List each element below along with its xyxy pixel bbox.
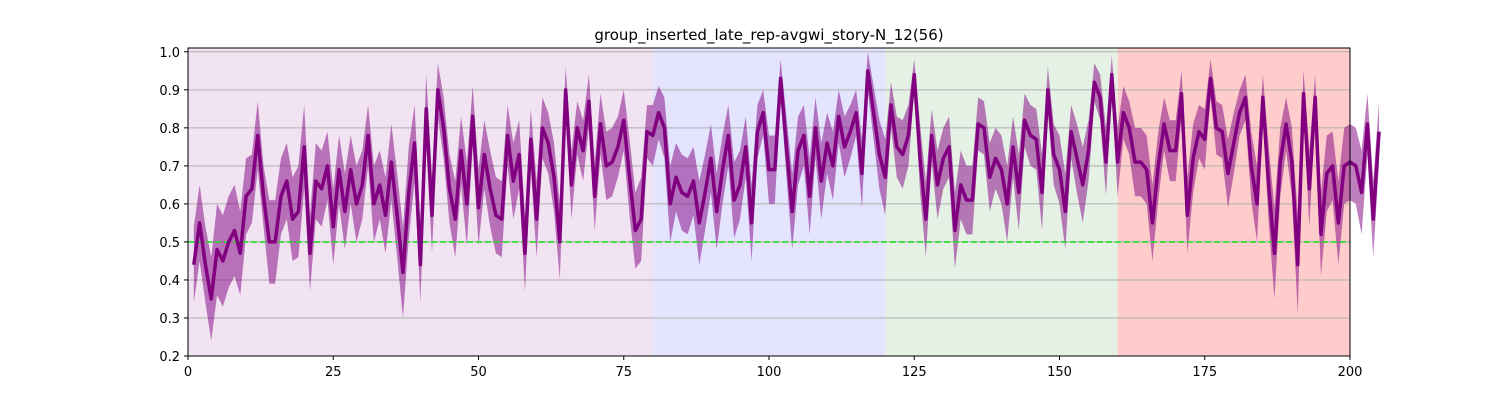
chart-title: group_inserted_late_rep-avgwi_story-N_12… bbox=[594, 26, 943, 45]
y-tick-label-5: 0.7 bbox=[159, 160, 180, 175]
y-tick-label-3: 0.5 bbox=[159, 236, 180, 251]
y-tick-label-7: 0.9 bbox=[159, 84, 180, 99]
x-tick-label-3: 75 bbox=[615, 365, 632, 380]
y-tick-label-4: 0.6 bbox=[159, 198, 180, 213]
x-tick-label-8: 200 bbox=[1338, 365, 1363, 380]
x-tick-label-0: 0 bbox=[184, 365, 192, 380]
x-tick-label-2: 50 bbox=[470, 365, 487, 380]
x-tick-label-5: 125 bbox=[902, 365, 927, 380]
y-tick-label-8: 1.0 bbox=[159, 46, 180, 61]
y-axis-ticks: 0.2 0.3 0.4 0.5 0.6 0.7 0.8 0.9 1.0 bbox=[159, 46, 188, 365]
x-tick-label-7: 175 bbox=[1192, 365, 1217, 380]
y-tick-label-1: 0.3 bbox=[159, 312, 180, 327]
region-0 bbox=[188, 48, 653, 356]
x-tick-label-6: 150 bbox=[1047, 365, 1072, 380]
mean-line bbox=[192, 69, 1381, 301]
series-line bbox=[192, 69, 1381, 301]
x-tick-label-4: 100 bbox=[757, 365, 782, 380]
x-axis-ticks: 0 25 50 75 100 125 150 175 200 bbox=[184, 356, 1363, 380]
y-tick-label-2: 0.4 bbox=[159, 274, 180, 289]
y-tick-label-6: 0.8 bbox=[159, 122, 180, 137]
x-tick-label-1: 25 bbox=[325, 365, 342, 380]
y-tick-label-0: 0.2 bbox=[159, 350, 180, 365]
